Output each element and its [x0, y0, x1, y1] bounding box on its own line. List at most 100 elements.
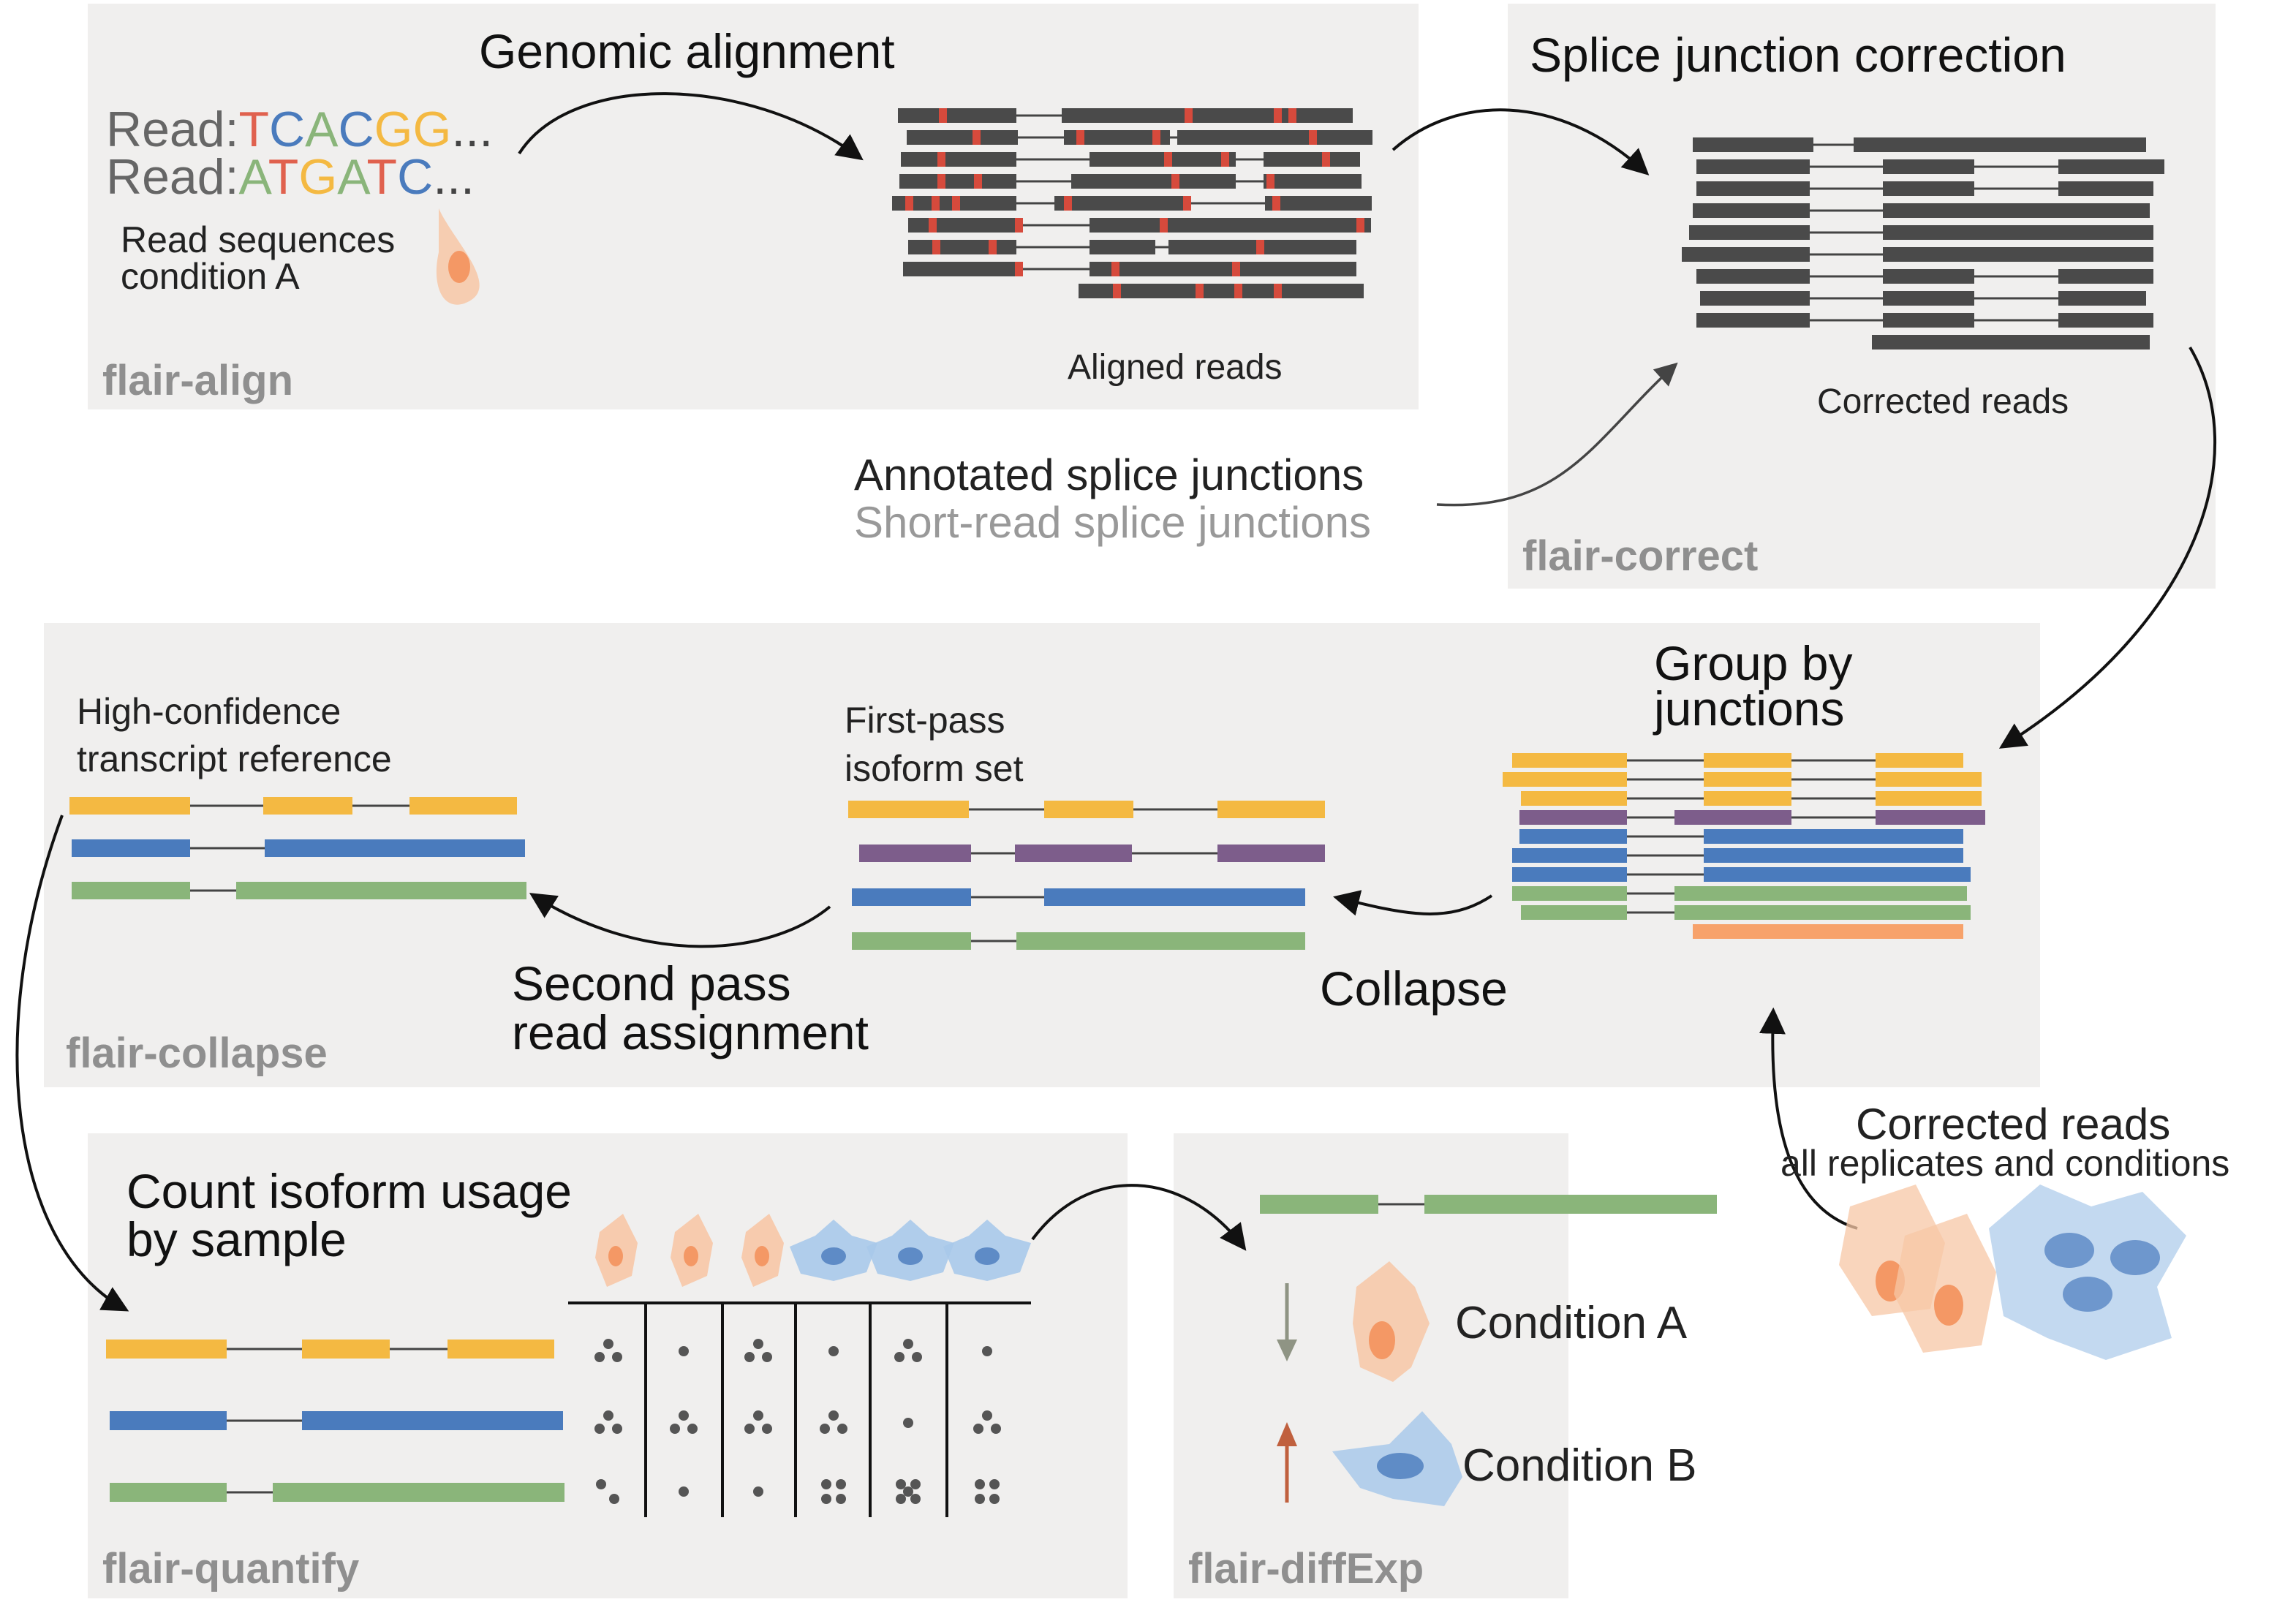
- panel-align-label: flair-align: [102, 357, 293, 404]
- aligned-read: [907, 130, 1372, 145]
- grouped-read: [1693, 924, 1963, 939]
- isoform-exon: [1071, 174, 1236, 189]
- panel-quantify-bg: [88, 1133, 1128, 1598]
- isoform-exon: [1704, 848, 1963, 863]
- grouped-read: [1521, 905, 1971, 920]
- mismatch-mark: [939, 108, 947, 123]
- second-pass-title-2: read assignment: [512, 1005, 869, 1059]
- corrected-read: [1696, 269, 2153, 284]
- aligned-read: [898, 108, 1353, 123]
- input-cell-blue-icon: [1989, 1185, 2186, 1360]
- grouped-read: [1512, 753, 1963, 768]
- isoform-exon: [1700, 291, 1810, 306]
- sample-nucleus-icon: [608, 1246, 623, 1266]
- panel-quantify: flair-quantify: [88, 1133, 1128, 1598]
- read-1-base-2: C: [269, 102, 305, 157]
- count-dot: [896, 1479, 906, 1489]
- isoform-exon: [1177, 130, 1372, 145]
- count-dot: [603, 1339, 613, 1349]
- input-cell-orange-icon: [1894, 1214, 1996, 1353]
- mismatch-mark: [929, 218, 937, 233]
- isoform-exon: [72, 839, 190, 857]
- isoform-exon: [2058, 291, 2146, 306]
- read-sequence-1: Read:TCACGG...: [106, 102, 493, 157]
- read-1-base-5: G: [374, 102, 413, 157]
- count-dot: [612, 1424, 622, 1434]
- corrected-read: [1696, 159, 2164, 174]
- count-dot: [910, 1494, 921, 1504]
- mismatch-mark: [1266, 174, 1274, 189]
- mismatch-mark: [1234, 284, 1242, 298]
- count-dot: [594, 1424, 605, 1434]
- aligned-read: [899, 174, 1362, 189]
- count-dot: [762, 1352, 772, 1362]
- mismatch-mark: [1256, 240, 1264, 254]
- isoform-exon: [1217, 801, 1325, 818]
- count-dot: [903, 1339, 913, 1349]
- isoform-exon: [106, 1340, 227, 1359]
- isoform-exon: [2058, 181, 2153, 196]
- condition-a-nucleus-icon: [1369, 1321, 1395, 1359]
- high-confidence-title-2: transcript reference: [77, 738, 392, 779]
- group-by-junctions-title-1: Group by: [1654, 636, 1852, 690]
- mismatch-mark: [1274, 284, 1282, 298]
- isoform-exon: [1054, 196, 1185, 211]
- count-dot: [828, 1346, 839, 1356]
- quantify-title-2: by sample: [126, 1212, 347, 1266]
- panel-align-bg: [88, 4, 1419, 409]
- high-confidence-isoform: [72, 839, 525, 857]
- aligned-read: [908, 240, 1356, 254]
- isoform-exon: [908, 240, 1016, 254]
- corrected-read: [1696, 181, 2153, 196]
- count-dot: [894, 1352, 905, 1362]
- mismatch-mark: [1015, 262, 1023, 276]
- isoform-exon: [1883, 269, 1974, 284]
- count-dot: [594, 1352, 605, 1362]
- sample-nucleus-icon: [684, 1246, 698, 1266]
- read-2-prefix: Read:: [106, 149, 238, 205]
- sample-nucleus-icon: [755, 1246, 769, 1266]
- first-pass-isoform: [848, 801, 1325, 818]
- isoform-exon: [1876, 772, 1982, 787]
- count-dot: [679, 1486, 689, 1497]
- aligned-read: [1079, 284, 1364, 298]
- arrow-to-quantify: [15, 815, 129, 1312]
- grouped-read: [1519, 810, 1985, 825]
- mismatch-mark: [1356, 218, 1364, 233]
- input-nucleus-icon: [2110, 1240, 2160, 1275]
- count-dot: [896, 1494, 906, 1504]
- isoform-exon: [1163, 218, 1371, 233]
- count-dot: [989, 1494, 1000, 1504]
- isoform-exon: [1512, 753, 1627, 768]
- isoform-exon: [1199, 284, 1320, 298]
- count-dot: [982, 1410, 992, 1421]
- read-2-base-6: C: [397, 149, 433, 205]
- isoform-exon: [236, 882, 526, 899]
- count-dot: [603, 1410, 613, 1421]
- collapse-label: Collapse: [1320, 961, 1508, 1016]
- high-confidence-isoform: [69, 797, 517, 815]
- read-2-base-4: A: [337, 149, 371, 205]
- isoform-exon: [1854, 137, 2146, 152]
- mismatch-mark: [905, 196, 913, 211]
- isoform-exon: [1696, 159, 1810, 174]
- condition-b-nucleus-icon: [1377, 1453, 1424, 1479]
- isoform-exon: [1016, 932, 1305, 950]
- annotated-splice-junctions-label: Annotated splice junctions: [854, 450, 1364, 499]
- isoform-exon: [1062, 108, 1185, 123]
- read-1-ellipsis: ...: [451, 102, 493, 157]
- high-confidence-isoforms: [69, 797, 526, 899]
- first-pass-isoform: [852, 888, 1305, 906]
- isoform-exon: [1883, 181, 1974, 196]
- arrow-to-alignment: [518, 92, 864, 161]
- input-nucleus-icon: [2044, 1233, 2094, 1268]
- isoform-exon: [1883, 225, 2153, 240]
- isoform-exon: [1693, 203, 1810, 218]
- down-arrow-icon: [1277, 1283, 1297, 1361]
- corrected-read: [1693, 203, 2150, 218]
- isoform-exon: [1704, 772, 1791, 787]
- high-confidence-title-1: High-confidence: [77, 691, 341, 732]
- step-title-genomic-alignment: Genomic alignment: [479, 24, 895, 78]
- mismatch-mark: [937, 152, 945, 167]
